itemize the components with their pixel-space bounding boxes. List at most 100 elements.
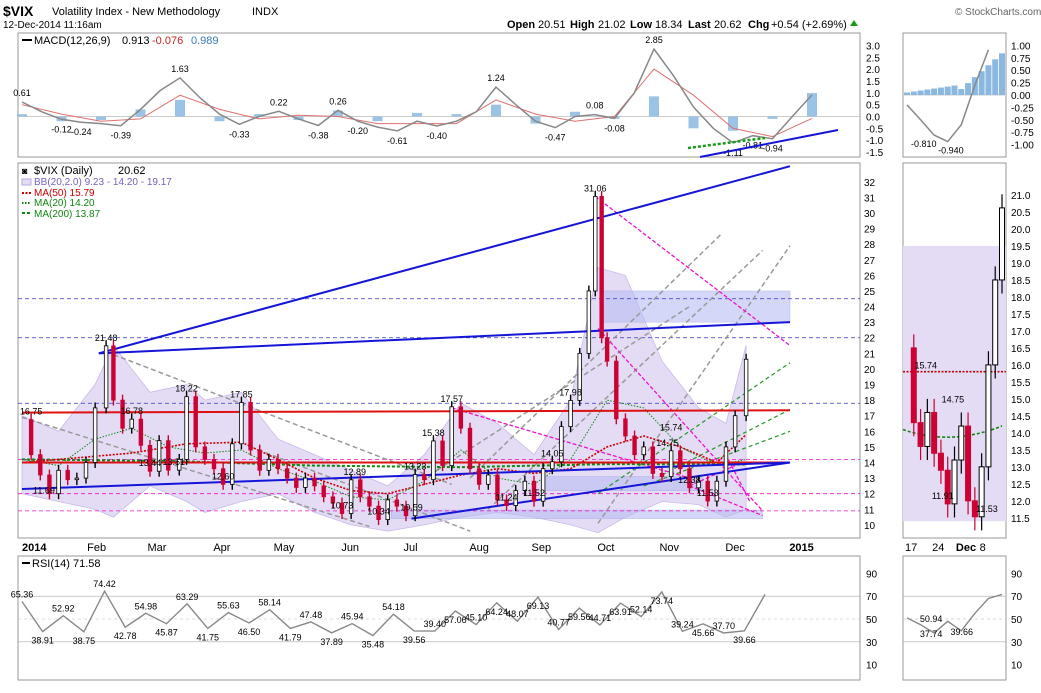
- macd-y-tick: -1.0: [866, 136, 884, 147]
- magenta-trend-line: [689, 485, 763, 517]
- last-value: 20.62: [714, 19, 742, 31]
- detail-macd-hist-bar: [910, 91, 917, 95]
- detail-price-y-tick: 17.5: [1011, 310, 1031, 321]
- price-candle: [211, 458, 217, 470]
- macd-legend-signal: -0.076: [152, 35, 183, 47]
- detail-price-candle: [944, 469, 951, 505]
- price-data-label: 11.53: [697, 488, 719, 498]
- price-candle: [166, 440, 171, 471]
- rsi-data-label: 52.92: [52, 604, 75, 614]
- up-arrow-icon: [850, 20, 858, 26]
- price-y-tick: 20: [864, 365, 876, 376]
- macd-data-label: 1.24: [487, 73, 505, 83]
- macd-hist-bar: [96, 116, 106, 121]
- macd-data-label: 0.08: [586, 101, 604, 111]
- price-candle: [230, 443, 235, 485]
- chg-label: Chg: [748, 19, 769, 31]
- price-candle: [641, 446, 646, 456]
- price-y-tick: 28: [864, 240, 876, 251]
- detail-price-y-tick: 20.0: [1011, 225, 1031, 236]
- price-candle: [56, 469, 61, 495]
- detail-price-y-tick: 13.5: [1011, 446, 1031, 457]
- rsi-panel-frame: [17, 555, 861, 681]
- price-candle: [504, 499, 509, 506]
- blue-trend-line: [98, 321, 791, 355]
- detail-price-y-tick: 18.0: [1011, 293, 1031, 304]
- price-candle: [367, 496, 372, 507]
- detail-price-candle: [917, 422, 924, 447]
- detail-price-y-tick: 19.5: [1011, 242, 1031, 253]
- detail-macd-hist-bar: [917, 90, 924, 95]
- detail-price-y-tick: 17.0: [1011, 327, 1031, 338]
- price-x-tick: 2015: [789, 542, 813, 554]
- detail-rsi-line: [906, 593, 1003, 634]
- price-candle: [632, 435, 637, 456]
- price-candle: [184, 396, 189, 460]
- detail-x-tick: 17: [905, 542, 917, 554]
- price-candle: [248, 402, 253, 451]
- price-data-label: 10.59: [400, 503, 423, 513]
- price-legend-last: 20.62: [118, 165, 146, 177]
- rsi-data-label: 39.66: [733, 635, 756, 645]
- price-y-tick: 26: [864, 271, 876, 282]
- detail-price-candle: [992, 279, 999, 366]
- detail-macd-y-tick: 0.25: [1011, 79, 1031, 90]
- price-candle: [604, 337, 610, 362]
- rsi-data-label: 39.24: [671, 619, 694, 629]
- price-y-tick: 24: [864, 303, 876, 314]
- price-zone-box: [599, 290, 791, 323]
- price-legend-title: $VIX (Daily): [34, 165, 93, 177]
- price-data-label: 17.85: [230, 389, 253, 399]
- detail-price-y-tick: 16.5: [1011, 344, 1031, 355]
- price-candle: [714, 480, 720, 502]
- macd-y-tick: 0.5: [866, 101, 880, 112]
- bb-legend: BB(20,2.0) 9.23 - 14.20 - 19.17: [34, 177, 172, 188]
- detail-macd-y-tick: -0.25: [1011, 103, 1034, 114]
- rsi-data-label: 64.24: [485, 607, 508, 617]
- macd-y-tick: 2.5: [866, 53, 880, 64]
- price-candle: [559, 426, 564, 463]
- price-candle: [449, 406, 454, 467]
- price-candle: [193, 396, 198, 448]
- rsi-data-label: 63.91: [609, 607, 632, 617]
- detail-macd-hist-bar: [951, 85, 958, 95]
- detail-price-y-tick: 12.5: [1011, 480, 1031, 491]
- macd-data-label: -1.11: [723, 148, 743, 158]
- price-candle: [440, 440, 445, 467]
- price-data-label: 17.98: [559, 387, 582, 397]
- price-candle: [668, 450, 674, 477]
- price-candle: [678, 450, 683, 470]
- price-x-tick: Apr: [213, 542, 230, 554]
- rsi-data-label: 47.48: [300, 610, 323, 620]
- price-candle: [376, 505, 381, 520]
- ma200-line: [21, 458, 747, 469]
- detail-macd-hist-bar: [958, 89, 965, 95]
- price-data-label: 14.05: [541, 449, 564, 459]
- rsi-data-label: 65.36: [11, 589, 34, 599]
- price-y-tick: 18: [864, 396, 876, 407]
- chg-value: +0.54 (+2.69%): [771, 19, 847, 31]
- macd-data-label: 0.22: [270, 97, 288, 107]
- macd-hist-bar: [649, 96, 659, 117]
- price-candle: [723, 446, 729, 482]
- macd-y-tick: -1.5: [866, 148, 884, 159]
- rsi-data-label: 38.75: [73, 636, 96, 646]
- detail-macd-label: -0.810: [911, 139, 937, 149]
- rsi-data-label: 73.74: [651, 596, 674, 606]
- price-data-label: 14.75: [656, 438, 679, 448]
- rsi-data-label: 48.07: [506, 609, 529, 619]
- price-y-tick: 19: [864, 381, 876, 392]
- price-y-tick: 12: [864, 490, 876, 501]
- detail-price-candle: [924, 411, 931, 447]
- symbol-name: Volatility Index - New Methodology: [52, 6, 221, 18]
- rsi-data-label: 63.29: [176, 592, 199, 602]
- high-value: 21.02: [598, 19, 626, 31]
- macd-data-label: -0.33: [229, 129, 250, 139]
- macd-hist-bar: [688, 116, 699, 129]
- macd-data-label: 1.63: [171, 64, 189, 74]
- price-candle: [599, 196, 604, 339]
- price-x-tick: Mar: [147, 542, 166, 554]
- detail-price-y-tick: 16.0: [1011, 361, 1031, 372]
- price-candle: [394, 499, 400, 507]
- macd-data-label: -0.61: [387, 136, 408, 146]
